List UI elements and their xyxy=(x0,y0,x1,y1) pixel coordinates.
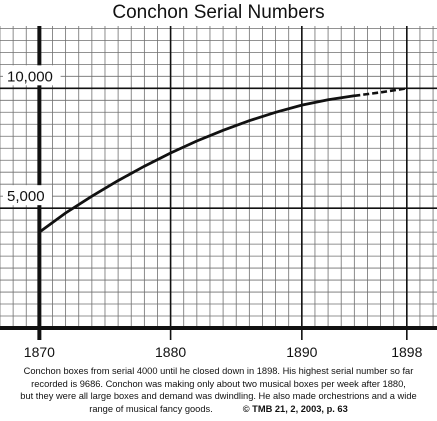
y-tick-label: 10,000 xyxy=(7,68,53,85)
y-tick-label: 5,000 xyxy=(7,188,45,205)
caption-line-4-text: range of musical fancy goods. xyxy=(89,403,213,414)
x-tick-label: 1870 xyxy=(24,344,55,360)
y-tick-label-bg xyxy=(3,65,61,86)
chart-title: Conchon Serial Numbers xyxy=(112,2,325,23)
caption-line-4: range of musical fancy goods. © TMB 21, 2… xyxy=(0,403,437,416)
x-tick-label: 1898 xyxy=(391,344,422,360)
x-tick-label: 1880 xyxy=(155,344,186,360)
chart-caption: Conchon boxes from serial 4000 until he … xyxy=(0,365,437,415)
y-tick-label-bg xyxy=(3,185,52,206)
chart-plot: 1870 1880 1890 1898 5,000 10,000 xyxy=(0,26,437,360)
caption-line-2: recorded is 9686. Conchon was making onl… xyxy=(31,378,406,389)
caption-line-3: but they were all large boxes and demand… xyxy=(20,391,417,402)
x-tick-label: 1890 xyxy=(286,344,317,360)
caption-line-1: Conchon boxes from serial 4000 until he … xyxy=(23,366,414,376)
serial-number-line xyxy=(38,94,356,234)
caption-credit: © TMB 21, 2, 2003, p. 63 xyxy=(242,403,348,414)
